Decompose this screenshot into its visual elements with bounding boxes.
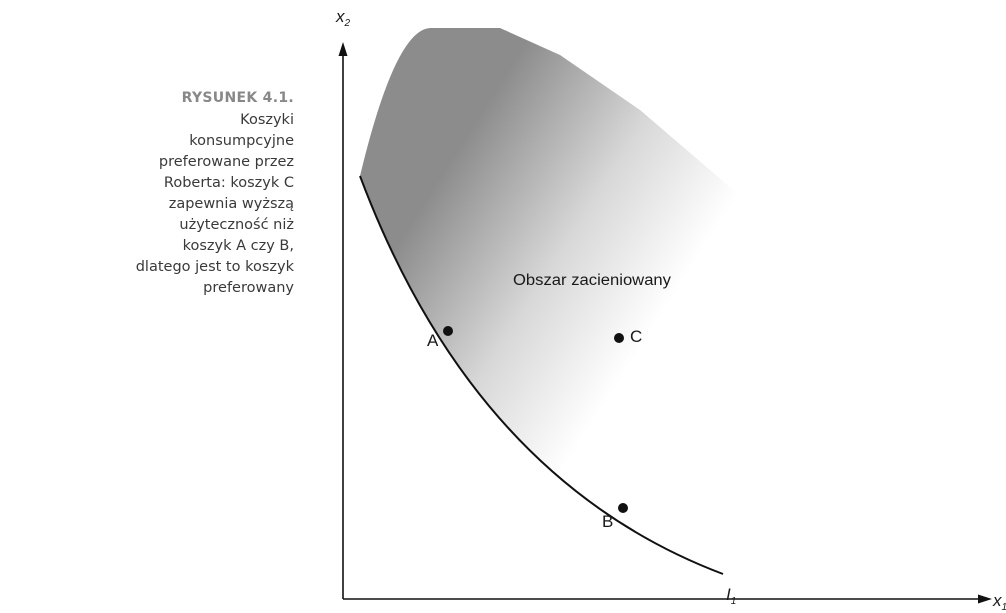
y-axis-label: x2 bbox=[335, 7, 351, 29]
shaded-region-label: Obszar zacieniowany bbox=[513, 272, 671, 289]
caption-line: Roberta: koszyk C bbox=[163, 175, 294, 191]
point-b bbox=[618, 503, 628, 513]
caption-line: Koszyki bbox=[240, 112, 294, 128]
point-a bbox=[443, 326, 453, 336]
caption-line: preferowane przez bbox=[158, 154, 294, 170]
curve-label: I1 bbox=[726, 585, 736, 607]
figure-number: RYSUNEK 4.1. bbox=[181, 90, 294, 106]
caption-line: koszyk A czy B, bbox=[182, 238, 294, 254]
caption-line: zapewnia wyższą bbox=[168, 196, 294, 212]
y-axis-arrow bbox=[338, 42, 348, 56]
figure-caption: RYSUNEK 4.1. Koszyki konsumpcyjne prefer… bbox=[94, 88, 294, 299]
caption-line: konsumpcyjne bbox=[189, 133, 294, 149]
caption-line: dlatego jest to koszyk bbox=[135, 259, 294, 275]
shaded-region bbox=[360, 28, 762, 574]
point-c bbox=[614, 333, 624, 343]
point-c-label: C bbox=[630, 327, 642, 346]
caption-line: preferowany bbox=[203, 280, 294, 296]
caption-line: użyteczność niż bbox=[179, 217, 294, 233]
point-b-label: B bbox=[602, 512, 613, 531]
x-axis-label: x1 bbox=[992, 591, 1006, 613]
indifference-curve bbox=[359, 175, 724, 575]
figure-description: Koszyki konsumpcyjne preferowane przez R… bbox=[94, 110, 294, 299]
x-axis-arrow bbox=[978, 594, 992, 604]
point-a-label: A bbox=[427, 331, 439, 350]
